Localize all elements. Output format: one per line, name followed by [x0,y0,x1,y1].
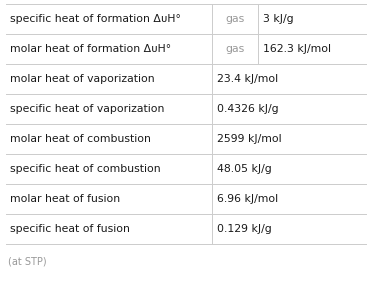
Text: gas: gas [225,14,244,24]
Text: 0.4326 kJ/g: 0.4326 kJ/g [217,104,279,114]
Text: 2599 kJ/mol: 2599 kJ/mol [217,134,282,144]
Text: molar heat of fusion: molar heat of fusion [10,194,120,204]
Text: gas: gas [225,44,244,54]
Text: specific heat of combustion: specific heat of combustion [10,164,161,174]
Text: specific heat of fusion: specific heat of fusion [10,224,130,234]
Text: specific heat of vaporization: specific heat of vaporization [10,104,164,114]
Text: molar heat of formation ΔᴜH°: molar heat of formation ΔᴜH° [10,44,171,54]
Text: 48.05 kJ/g: 48.05 kJ/g [217,164,272,174]
Text: 0.129 kJ/g: 0.129 kJ/g [217,224,272,234]
Text: specific heat of formation ΔᴜH°: specific heat of formation ΔᴜH° [10,14,181,24]
Text: molar heat of combustion: molar heat of combustion [10,134,151,144]
Text: (at STP): (at STP) [8,256,46,266]
Text: 6.96 kJ/mol: 6.96 kJ/mol [217,194,278,204]
Text: 3 kJ/g: 3 kJ/g [263,14,294,24]
Text: molar heat of vaporization: molar heat of vaporization [10,74,155,84]
Text: 23.4 kJ/mol: 23.4 kJ/mol [217,74,278,84]
Text: 162.3 kJ/mol: 162.3 kJ/mol [263,44,331,54]
